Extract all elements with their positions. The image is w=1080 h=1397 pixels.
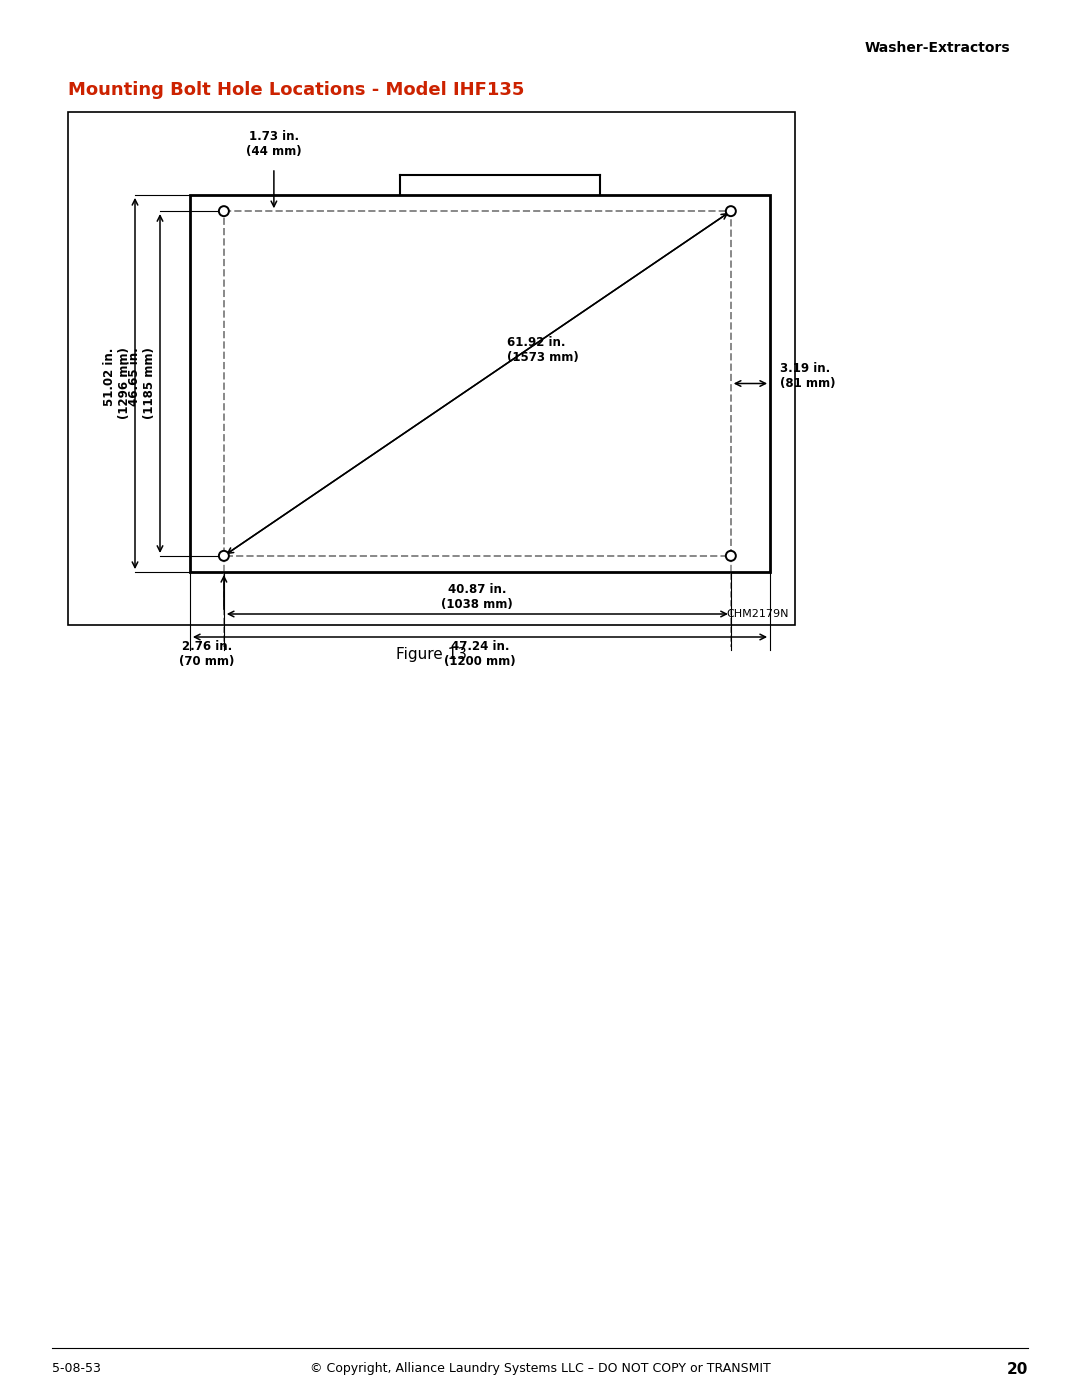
Circle shape	[726, 207, 735, 217]
Text: Washer-Extractors: Washer-Extractors	[864, 41, 1010, 54]
Text: 20: 20	[1007, 1362, 1028, 1377]
Bar	[190, 196, 770, 571]
Bar	[224, 211, 731, 556]
Text: 61.92 in.
(1573 mm): 61.92 in. (1573 mm)	[508, 335, 579, 363]
Bar	[68, 112, 795, 624]
Text: 5-08-53: 5-08-53	[52, 1362, 100, 1375]
Text: Mounting Bolt Hole Locations - Model IHF135: Mounting Bolt Hole Locations - Model IHF…	[68, 81, 525, 99]
Circle shape	[726, 550, 735, 560]
Circle shape	[219, 550, 229, 560]
Circle shape	[219, 207, 229, 217]
Text: 2.76 in.
(70 mm): 2.76 in. (70 mm)	[179, 640, 234, 668]
Text: 51.02 in.
(1296 mm): 51.02 in. (1296 mm)	[103, 348, 131, 419]
Text: CHM2179N: CHM2179N	[727, 609, 789, 619]
Text: 3.19 in.
(81 mm): 3.19 in. (81 mm)	[780, 362, 836, 390]
Text: 1.73 in.
(44 mm): 1.73 in. (44 mm)	[246, 130, 301, 158]
Text: 40.87 in.
(1038 mm): 40.87 in. (1038 mm)	[442, 583, 513, 610]
Text: Figure 13: Figure 13	[396, 647, 467, 662]
Text: © Copyright, Alliance Laundry Systems LLC – DO NOT COPY or TRANSMIT: © Copyright, Alliance Laundry Systems LL…	[310, 1362, 770, 1375]
Text: 47.24 in.
(1200 mm): 47.24 in. (1200 mm)	[444, 640, 516, 668]
Text: 46.65 in.
(1185 mm): 46.65 in. (1185 mm)	[129, 348, 156, 419]
